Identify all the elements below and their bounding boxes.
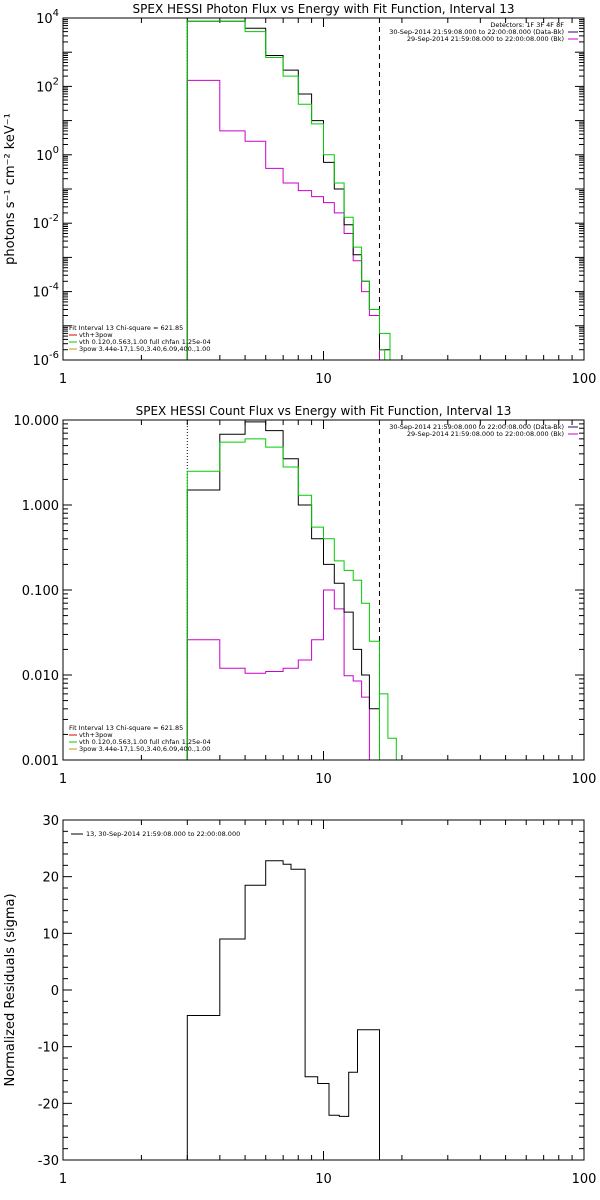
x-tick-label: 100 bbox=[572, 772, 597, 787]
y-tick-label: 100 bbox=[36, 145, 59, 164]
y-tick-label: -30 bbox=[38, 1154, 59, 1169]
series-line bbox=[186, 20, 391, 360]
series-line bbox=[186, 860, 380, 1160]
series-line bbox=[186, 79, 390, 360]
series-line bbox=[186, 421, 380, 760]
y-tick-label: 102 bbox=[36, 76, 59, 95]
legend-entry: vth 0.120,0.563,1.00 full chfan 1.25e-04 bbox=[79, 338, 211, 346]
legend-entry: vth+3pow bbox=[79, 331, 113, 339]
y-tick-label: 1.000 bbox=[22, 499, 59, 514]
series-line bbox=[186, 589, 380, 760]
chart-title: SPEX HESSI Count Flux vs Energy with Fit… bbox=[136, 404, 512, 418]
photon-flux-chart: SPEX HESSI Photon Flux vs Energy with Fi… bbox=[3, 2, 597, 387]
legend-entry: 13, 30-Sep-2014 21:59:08.000 to 22:00:08… bbox=[86, 830, 240, 838]
legend-entry: 3pow 3.44e-17,1.50,3.40,6.09,400.,1.00 bbox=[79, 345, 210, 353]
series-line bbox=[186, 20, 391, 360]
y-axis-label: Normalized Residuals (sigma) bbox=[3, 893, 18, 1086]
x-tick-label: 10 bbox=[315, 772, 332, 787]
plot-frame bbox=[62, 17, 585, 361]
series-extension bbox=[379, 349, 390, 360]
legend-entry: 3pow 3.44e-17,1.50,3.40,6.09,400.,1.00 bbox=[79, 745, 210, 753]
y-tick-label: -20 bbox=[38, 1097, 59, 1112]
legend-entry: 29-Sep-2014 21:59:08.000 to 22:00:08.000… bbox=[407, 430, 564, 438]
y-tick-label: 20 bbox=[42, 871, 59, 886]
y-tick-label: 0.001 bbox=[22, 754, 59, 769]
series-extension bbox=[379, 693, 405, 760]
series-group bbox=[186, 421, 405, 760]
series-group bbox=[186, 860, 380, 1160]
y-tick-label: 104 bbox=[36, 8, 59, 27]
y-tick-label: 10-4 bbox=[32, 282, 59, 301]
x-tick-label: 10 bbox=[315, 372, 332, 387]
plot-frame bbox=[62, 819, 585, 1161]
y-tick-label: 10-2 bbox=[32, 213, 59, 232]
y-tick-label: 0 bbox=[51, 984, 59, 999]
residuals-chart: Normalized Residuals (sigma)1 10 100302010… bbox=[3, 814, 597, 1187]
y-tick-label: 30 bbox=[42, 814, 59, 829]
x-tick-label: 10 bbox=[315, 1172, 332, 1187]
legend-entry: 30-Sep-2014 21:59:08.000 to 22:00:08.000… bbox=[389, 28, 564, 36]
y-axis-label: photons s⁻¹ cm⁻² keV⁻¹ bbox=[3, 113, 18, 265]
count-flux-chart: SPEX HESSI Count Flux vs Energy with Fit… bbox=[14, 404, 597, 787]
x-tick-label: 100 bbox=[572, 372, 597, 387]
y-tick-label: 0.010 bbox=[22, 669, 59, 684]
x-tick-label: 1 bbox=[59, 1172, 67, 1187]
plot-frame bbox=[62, 419, 585, 761]
legend-entry: Fit Interval 13 Chi-square = 621.85 bbox=[69, 724, 183, 732]
y-tick-label: 10-6 bbox=[32, 350, 59, 369]
y-tick-label: 10 bbox=[42, 927, 59, 942]
y-tick-label: 0.100 bbox=[22, 584, 59, 599]
y-tick-label: -10 bbox=[38, 1041, 59, 1056]
chart-title: SPEX HESSI Photon Flux vs Energy with Fi… bbox=[133, 2, 515, 16]
series-group bbox=[186, 20, 391, 360]
y-tick-label: 10.000 bbox=[14, 414, 60, 429]
series-line bbox=[186, 438, 380, 760]
legend-entry: vth+3pow bbox=[79, 731, 113, 739]
legend-entry: Fit Interval 13 Chi-square = 621.85 bbox=[69, 324, 183, 332]
legend-entry: Detectors: 1F 3F 4F 8F bbox=[490, 21, 564, 29]
legend-entry: 30-Sep-2014 21:59:08.000 to 22:00:08.000… bbox=[389, 423, 564, 431]
x-tick-label: 100 bbox=[572, 1172, 597, 1187]
legend-entry: vth 0.120,0.563,1.00 full chfan 1.25e-04 bbox=[79, 738, 211, 746]
x-tick-label: 1 bbox=[59, 772, 67, 787]
x-tick-label: 1 bbox=[59, 372, 67, 387]
legend-entry: 29-Sep-2014 21:59:08.000 to 22:00:08.000… bbox=[407, 35, 564, 43]
